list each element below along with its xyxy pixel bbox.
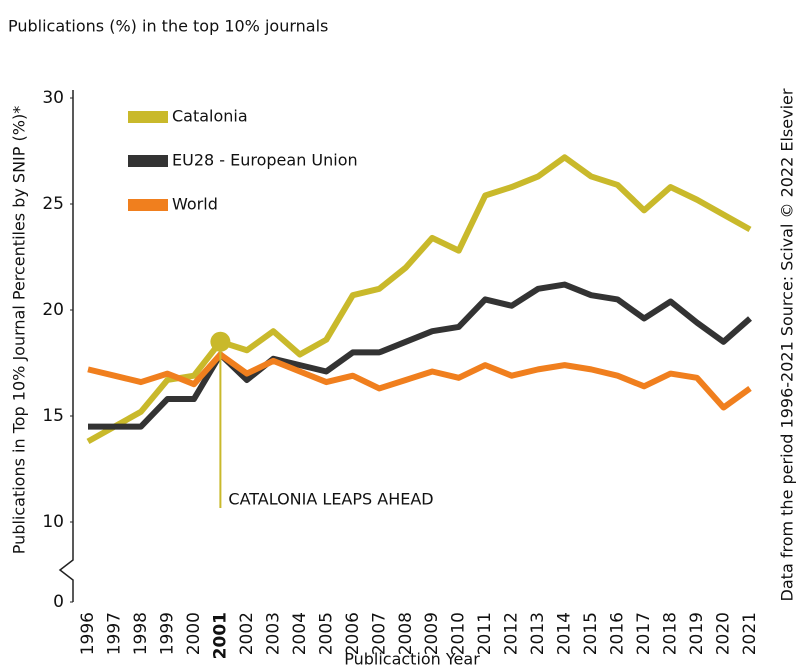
x-tick-label: 2019 bbox=[687, 612, 707, 655]
x-tick-label: 2020 bbox=[714, 612, 734, 655]
x-tick-label: 2000 bbox=[184, 612, 204, 655]
annotation-marker bbox=[210, 331, 231, 352]
x-tick-label: 2010 bbox=[449, 612, 469, 655]
annotation-text: CATALONIA LEAPS AHEAD bbox=[228, 490, 433, 509]
x-tick-label: 2014 bbox=[555, 612, 575, 655]
legend-swatch bbox=[128, 199, 168, 211]
x-axis-label: Publicaction Year bbox=[344, 650, 480, 669]
x-tick-label: 1998 bbox=[131, 612, 151, 655]
x-tick-label: 2002 bbox=[237, 612, 257, 655]
x-tick-label: 1997 bbox=[104, 612, 124, 655]
x-tick-label: 2009 bbox=[422, 612, 442, 655]
x-tick-label: 1999 bbox=[157, 612, 177, 655]
y-tick-label: 25 bbox=[42, 194, 64, 214]
series-line bbox=[87, 351, 752, 411]
y-tick-label: 20 bbox=[42, 300, 64, 320]
legend-label: World bbox=[172, 195, 218, 214]
chart-title: Publications (%) in the top 10% journals bbox=[8, 17, 328, 36]
x-tick-label: 1996 bbox=[78, 612, 98, 655]
series-line bbox=[86, 154, 752, 445]
x-tick-label: 2008 bbox=[396, 612, 416, 655]
x-tick-label: 2003 bbox=[263, 612, 283, 655]
x-tick-label: 2001 bbox=[210, 612, 230, 659]
y-tick-label: 10 bbox=[42, 512, 64, 532]
source-note: Data from the period 1996-2021 Source: S… bbox=[778, 88, 797, 601]
legend-swatch bbox=[128, 155, 168, 167]
y-tick-label: 30 bbox=[42, 88, 64, 108]
x-tick-label: 2007 bbox=[369, 612, 389, 655]
x-tick-label: 2012 bbox=[502, 612, 522, 655]
legend-swatch bbox=[128, 111, 168, 123]
x-tick-label: 2004 bbox=[290, 612, 310, 655]
x-tick-label: 2011 bbox=[475, 612, 495, 655]
x-tick-label: 2017 bbox=[634, 612, 654, 655]
x-tick-label: 2021 bbox=[740, 612, 760, 655]
legend-label: Catalonia bbox=[172, 107, 248, 126]
y-axis bbox=[58, 90, 74, 602]
y-tick-label: 15 bbox=[42, 406, 64, 426]
x-tick-label: 2016 bbox=[608, 612, 628, 655]
series-line bbox=[88, 281, 752, 430]
x-tick-label: 2015 bbox=[581, 612, 601, 655]
x-tick-label: 2006 bbox=[343, 612, 363, 655]
y-tick-label: 0 bbox=[53, 592, 64, 612]
x-tick-label: 2018 bbox=[661, 612, 681, 655]
x-tick-label: 2013 bbox=[528, 612, 548, 655]
y-axis-label: Publications in Top 10% Journal Percenti… bbox=[10, 106, 29, 554]
x-tick-label: 2005 bbox=[316, 612, 336, 655]
legend-label: EU28 - European Union bbox=[172, 151, 358, 170]
